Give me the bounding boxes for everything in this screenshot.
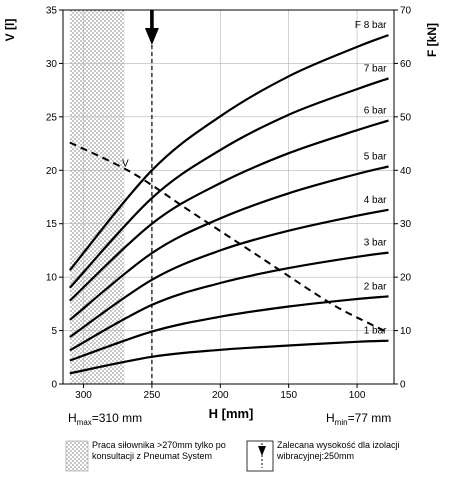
plot-border [62,9,395,385]
axis-ticks: 0 5 10 15 20 25 30 35 0 10 20 30 40 50 60 70 300 250 200 15… [46,6,412,402]
force-curve-7-bar [68,77,389,289]
series-label-4-bar: 4 bar [364,195,387,206]
y-left-tick-label: 20 [46,166,58,177]
x-tick-label: 250 [144,390,161,401]
y-left-tick-label: 35 [46,6,58,17]
legend-hatch-swatch [65,440,89,472]
hmin-suffix: =77 mm [348,411,392,425]
series-label-6-bar: 6 bar [364,106,387,117]
y-right-tick-label: 40 [400,166,412,177]
force-curve-1-bar [69,339,389,375]
legend-hatch-text: Praca siłownika >270mm tylko po konsulta… [92,440,226,461]
volume-curve: V [69,141,389,334]
y-right-tick-label: 20 [400,273,412,284]
series-label-8-bar: F 8 bar [355,20,387,31]
volume-curve-label: V [122,158,129,169]
hmin-prefix: H [326,411,335,425]
hatched-region [69,10,125,384]
hmax-prefix: H [68,411,77,425]
series-label-1-bar: 1 bar [364,326,387,337]
recommended-arrow-head [144,28,159,45]
legend-arrow-swatch [246,440,274,472]
series-label-5-bar: 5 bar [364,152,387,163]
force-curve-3-bar [69,251,389,352]
hmax-sub: max [77,418,92,427]
y-right-tick-label: 50 [400,112,412,123]
y-right-tick-label: 60 [400,59,412,70]
x-tick-label: 200 [212,390,229,401]
force-curves [68,34,389,375]
y-left-tick-label: 15 [46,219,58,230]
legend-arrow-icon [258,446,266,456]
hmax-suffix: =310 mm [92,411,142,425]
y-right-tick-label: 30 [400,219,412,230]
force-curve-6-bar [69,119,389,302]
y-right-tick-label: 70 [400,6,412,17]
force-curve-2-bar [69,295,389,362]
hmin-label: Hmin=77 mm [326,411,391,427]
y-left-tick-label: 25 [46,112,58,123]
hmax-label: Hmax=310 mm [68,411,142,427]
y-right-tick-label: 0 [400,380,406,391]
x-tick-label: 150 [280,390,297,401]
force-curve-4-bar [69,208,389,338]
recommended-arrow-shaft [150,10,154,30]
series-label-3-bar: 3 bar [364,238,387,249]
y-left-tick-label: 30 [46,59,58,70]
y-left-tick-label: 10 [46,273,58,284]
y-right-axis-label: F [kN] [425,23,439,57]
x-tick-label: 100 [349,390,366,401]
x-axis-label: H [mm] [209,406,254,421]
hmin-sub: min [335,418,348,427]
force-curve-8-bar [68,34,389,271]
x-tick-label: 300 [75,390,92,401]
series-label-7-bar: 7 bar [364,63,387,74]
plot-frame [62,9,395,385]
y-left-axis-label: V [l] [3,19,17,42]
force-curve-5-bar [69,165,389,321]
legend-arrow-text: Zalecana wysokość dla izolacji wibracyjn… [277,440,400,461]
series-labels: 1 bar 2 bar 3 bar 4 bar 5 bar 6 bar 7 bar F 8 b… [355,20,387,337]
y-right-tick-label: 10 [400,326,412,337]
recommended-height-marker [144,10,159,384]
series-label-2-bar: 2 bar [364,281,387,292]
y-left-tick-label: 5 [51,326,57,337]
y-left-tick-label: 0 [51,380,57,391]
volume-curve-line [69,141,389,334]
hatched-area [69,10,125,384]
